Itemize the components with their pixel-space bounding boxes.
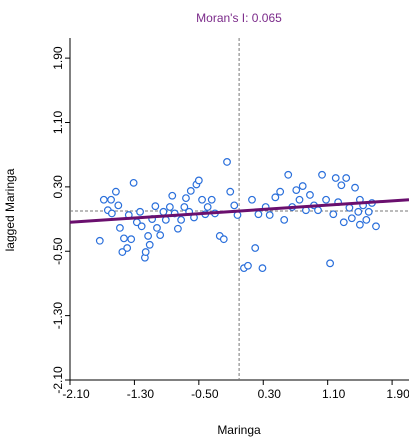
point bbox=[339, 218, 348, 227]
point bbox=[230, 201, 239, 210]
point bbox=[347, 214, 356, 223]
y-tick-label: -0.50 bbox=[51, 237, 65, 265]
point bbox=[144, 232, 153, 240]
y-tick-label: 0.30 bbox=[51, 175, 65, 199]
fit-line bbox=[69, 198, 409, 224]
point bbox=[331, 174, 340, 182]
point bbox=[207, 195, 216, 204]
point bbox=[295, 195, 304, 204]
x-tick-label: 0.30 bbox=[258, 387, 282, 401]
point bbox=[280, 215, 289, 224]
point bbox=[95, 236, 104, 245]
point bbox=[271, 193, 280, 202]
point bbox=[107, 209, 116, 218]
point bbox=[145, 240, 154, 249]
point bbox=[223, 158, 231, 166]
point bbox=[174, 224, 182, 233]
point bbox=[314, 206, 322, 215]
point bbox=[329, 210, 338, 219]
point bbox=[118, 248, 127, 256]
point bbox=[219, 235, 228, 244]
point bbox=[351, 183, 359, 192]
point bbox=[182, 194, 190, 203]
point bbox=[194, 176, 203, 185]
y-axis-label: lagged Maringa bbox=[3, 168, 17, 251]
point bbox=[120, 234, 128, 243]
point bbox=[111, 187, 120, 196]
point bbox=[137, 222, 146, 231]
point bbox=[180, 203, 189, 211]
chart-title: Moran's I: 0.065 bbox=[196, 11, 282, 25]
x-tick-label: -2.10 bbox=[62, 387, 90, 401]
point bbox=[364, 207, 373, 216]
point bbox=[151, 202, 160, 211]
x-tick-label: -0.50 bbox=[191, 387, 219, 401]
point bbox=[168, 191, 177, 200]
point bbox=[355, 220, 364, 229]
point bbox=[326, 259, 334, 268]
point bbox=[141, 248, 150, 256]
point bbox=[284, 170, 293, 179]
point bbox=[251, 244, 260, 252]
point bbox=[123, 244, 132, 252]
y-tick-label: -1.30 bbox=[51, 302, 65, 330]
point bbox=[354, 207, 363, 216]
point bbox=[177, 215, 186, 224]
point bbox=[114, 201, 123, 210]
point bbox=[198, 195, 206, 204]
point bbox=[292, 186, 301, 194]
y-tick-label: -2.10 bbox=[51, 366, 65, 394]
x-tick-label: 1.90 bbox=[386, 387, 409, 401]
point bbox=[254, 210, 263, 219]
x-tick-label: 1.10 bbox=[322, 387, 346, 401]
point bbox=[372, 222, 380, 231]
y-tick-label: 1.10 bbox=[51, 110, 65, 134]
point bbox=[337, 181, 346, 190]
point bbox=[248, 195, 256, 204]
point bbox=[136, 207, 144, 216]
point bbox=[203, 203, 212, 211]
point bbox=[129, 178, 138, 187]
point bbox=[226, 187, 235, 196]
point bbox=[318, 170, 326, 179]
point bbox=[345, 203, 354, 212]
point bbox=[116, 224, 124, 232]
point bbox=[156, 231, 165, 240]
point bbox=[322, 195, 330, 204]
point bbox=[153, 224, 161, 232]
point bbox=[99, 195, 108, 204]
point bbox=[107, 195, 115, 204]
y-tick-label: 1.90 bbox=[51, 46, 65, 70]
point bbox=[276, 187, 285, 196]
point bbox=[159, 207, 168, 216]
point bbox=[244, 261, 252, 270]
point bbox=[265, 211, 274, 219]
x-axis-label: Maringa bbox=[217, 423, 261, 437]
x-tick-label: -1.30 bbox=[127, 387, 155, 401]
point bbox=[258, 264, 267, 273]
point bbox=[127, 235, 136, 244]
point bbox=[186, 186, 195, 195]
point bbox=[362, 215, 371, 224]
point bbox=[165, 203, 174, 211]
point bbox=[298, 182, 307, 190]
point bbox=[342, 174, 351, 182]
point bbox=[306, 191, 314, 199]
